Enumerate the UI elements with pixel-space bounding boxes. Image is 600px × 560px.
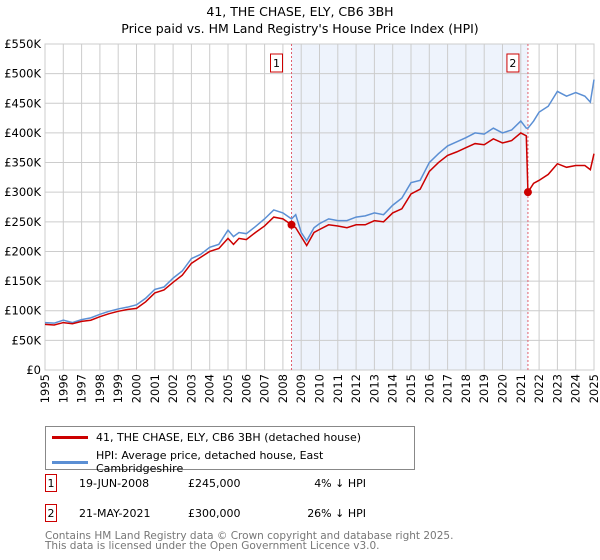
y-tick-label: £350K [4, 156, 41, 170]
marker-badge: 2 [45, 504, 57, 522]
transaction-price: £300,000 [188, 506, 241, 520]
footer-copyright: Contains HM Land Registry data © Crown c… [45, 530, 454, 542]
shaded-region [291, 44, 528, 370]
x-tick-label: 2004 [203, 374, 217, 403]
transaction-row: 2 21-MAY-2021 £300,000 26% ↓ HPI [45, 504, 366, 522]
price-chart: £0 £50K £100K £150K £200K £250K £300K £350K £400… [4, 37, 600, 403]
legend-swatch-red [52, 436, 88, 439]
x-tick-label: 2012 [349, 374, 363, 403]
footer-licence: This data is licensed under the Open Gov… [45, 540, 380, 552]
legend-item-property: 41, THE CHASE, ELY, CB6 3BH (detached ho… [52, 431, 361, 444]
x-tick-label: 2024 [569, 374, 583, 403]
chart-title: 41, THE CHASE, ELY, CB6 3BH [206, 4, 394, 19]
legend-swatch-blue [52, 460, 88, 464]
x-tick-label: 1996 [56, 374, 70, 403]
sale-point [287, 220, 296, 229]
y-tick-label: £150K [4, 274, 41, 288]
x-tick-label: 2001 [148, 374, 162, 403]
sale-marker-label: 1 [273, 57, 280, 70]
sale-marker-label: 2 [509, 57, 516, 70]
x-tick-label: 2006 [239, 374, 253, 403]
x-tick-label: 1998 [93, 374, 107, 403]
sale-point [523, 188, 532, 197]
transaction-hpi-diff: 4% ↓ HPI [314, 476, 366, 490]
x-tick-label: 2005 [221, 374, 235, 403]
y-tick-label: £250K [4, 215, 41, 229]
x-tick-label: 2003 [184, 374, 198, 403]
x-tick-label: 2010 [313, 374, 327, 403]
y-tick-label: £300K [4, 185, 41, 199]
legend-label: 41, THE CHASE, ELY, CB6 3BH (detached ho… [96, 431, 362, 444]
legend-label: HPI: Average price, detached house, East… [95, 449, 324, 475]
x-tick-label: 2023 [550, 374, 564, 403]
x-tick-label: 1995 [38, 374, 52, 403]
x-tick-label: 1997 [75, 374, 89, 403]
x-tick-label: 2021 [514, 374, 528, 403]
x-tick-label: 2014 [386, 374, 400, 403]
y-tick-label: £0 [26, 363, 41, 377]
sale-marker-box [506, 53, 520, 73]
x-tick-label: 2002 [166, 374, 180, 403]
transaction-row: 1 19-JUN-2008 £245,000 4% ↓ HPI [45, 474, 366, 492]
x-tick-label: 2020 [496, 374, 510, 403]
y-tick-label: £450K [4, 96, 41, 110]
property-price-line [44, 132, 595, 326]
x-tick-label: 2022 [532, 374, 546, 403]
x-tick-label: 2025 [587, 374, 600, 403]
x-tick-label: 1999 [111, 374, 125, 403]
transaction-date: 21-MAY-2021 [79, 506, 151, 520]
x-tick-label: 2018 [459, 374, 473, 403]
x-tick-label: 2008 [276, 374, 290, 403]
legend: 41, THE CHASE, ELY, CB6 3BH (detached ho… [45, 426, 415, 475]
transaction-date: 19-JUN-2008 [79, 476, 150, 490]
x-tick-label: 2013 [367, 374, 381, 403]
x-tick-label: 2009 [294, 374, 308, 403]
x-tick-label: 2019 [477, 374, 491, 403]
y-tick-label: £100K [4, 304, 41, 318]
x-tick-label: 2000 [130, 374, 144, 403]
hpi-line [44, 79, 595, 324]
transaction-price: £245,000 [188, 476, 241, 490]
y-tick-label: £200K [4, 244, 41, 258]
x-tick-label: 2017 [441, 374, 455, 403]
y-tick-label: £400K [4, 126, 41, 140]
footer: Contains HM Land Registry data © Crown c… [45, 530, 454, 552]
y-tick-label: £550K [4, 37, 41, 51]
sale-marker-box [270, 53, 284, 73]
x-tick-label: 2015 [404, 374, 418, 403]
x-tick-label: 2007 [258, 374, 272, 403]
marker-badge: 1 [45, 474, 57, 492]
x-tick-label: 2011 [331, 374, 345, 403]
plot-frame [44, 43, 595, 371]
y-tick-label: £500K [4, 67, 41, 81]
x-tick-label: 2016 [422, 374, 436, 403]
y-tick-label: £50K [12, 333, 42, 347]
chart-subtitle: Price paid vs. HM Land Registry's House … [121, 21, 479, 36]
transaction-hpi-diff: 26% ↓ HPI [307, 506, 366, 520]
legend-item-hpi: HPI: Average price, detached house, East… [52, 449, 414, 475]
